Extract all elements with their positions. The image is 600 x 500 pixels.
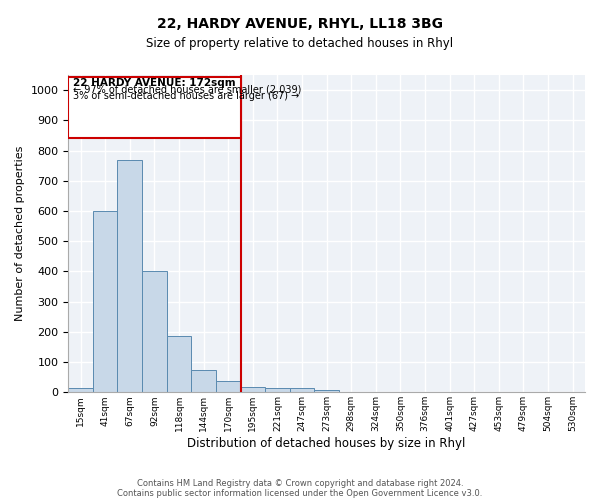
Text: Contains public sector information licensed under the Open Government Licence v3: Contains public sector information licen…	[118, 488, 482, 498]
Text: 3% of semi-detached houses are larger (67) →: 3% of semi-detached houses are larger (6…	[73, 91, 299, 101]
Text: 22, HARDY AVENUE, RHYL, LL18 3BG: 22, HARDY AVENUE, RHYL, LL18 3BG	[157, 18, 443, 32]
Text: Contains HM Land Registry data © Crown copyright and database right 2024.: Contains HM Land Registry data © Crown c…	[137, 478, 463, 488]
Y-axis label: Number of detached properties: Number of detached properties	[15, 146, 25, 322]
Bar	[142, 272, 167, 392]
Bar	[216, 381, 241, 392]
Text: Size of property relative to detached houses in Rhyl: Size of property relative to detached ho…	[146, 38, 454, 51]
Bar	[314, 390, 339, 392]
Bar	[93, 211, 118, 392]
FancyBboxPatch shape	[68, 76, 241, 138]
Bar	[191, 370, 216, 392]
X-axis label: Distribution of detached houses by size in Rhyl: Distribution of detached houses by size …	[187, 437, 466, 450]
Bar	[290, 388, 314, 392]
Bar	[241, 387, 265, 392]
Text: 22 HARDY AVENUE: 172sqm: 22 HARDY AVENUE: 172sqm	[73, 78, 236, 88]
Bar	[167, 336, 191, 392]
Text: ← 97% of detached houses are smaller (2,039): ← 97% of detached houses are smaller (2,…	[73, 85, 302, 95]
Bar	[265, 388, 290, 392]
Bar	[118, 160, 142, 392]
Bar	[68, 388, 93, 392]
